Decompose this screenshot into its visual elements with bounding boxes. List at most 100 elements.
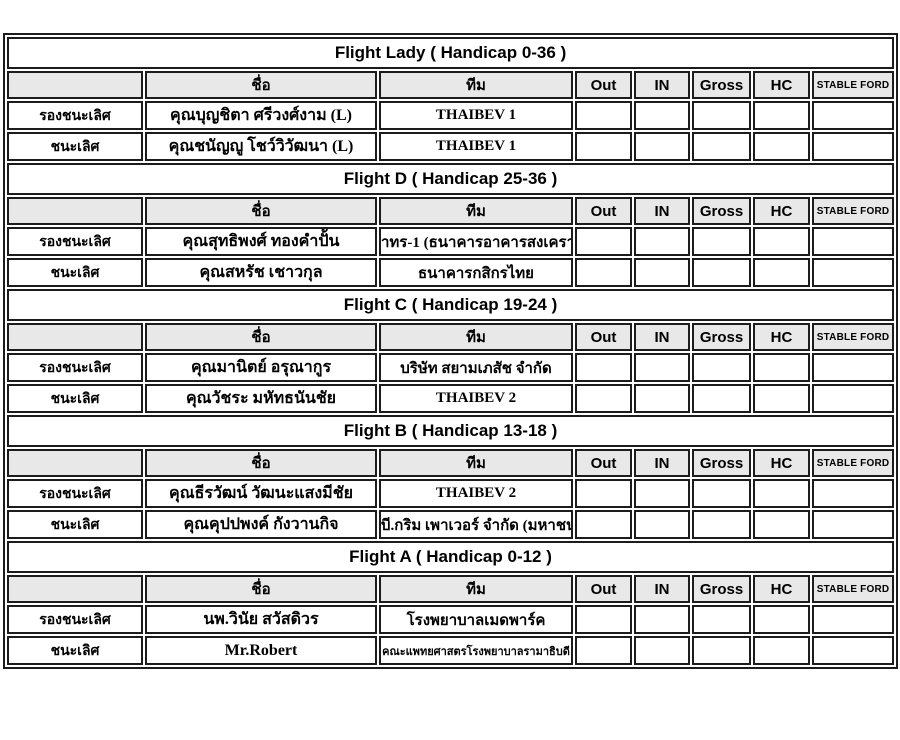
header-name: ชื่อ <box>145 575 377 603</box>
player-name-cell: คุณชนัญญู โชว์วิวัฒนา (L) <box>145 132 377 161</box>
player-name-cell: Mr.Robert <box>145 636 377 665</box>
score-cell-gross <box>692 101 751 130</box>
score-cell-in <box>634 101 690 130</box>
header-stableford: STABLE FORD <box>812 71 895 99</box>
header-in: IN <box>634 71 690 99</box>
score-cell-in <box>634 353 690 382</box>
header-hc: HC <box>753 197 810 225</box>
score-cell-out <box>575 227 632 256</box>
score-cell-hc <box>753 353 810 382</box>
header-hc: HC <box>753 71 810 99</box>
player-name-cell: คุณวัชระ มหัทธนันชัย <box>145 384 377 413</box>
score-cell-out <box>575 384 632 413</box>
header-row: ชื่อ ทีม Out IN Gross HC STABLE FORD <box>7 323 895 351</box>
award-cell: รองชนะเลิศ <box>7 605 143 634</box>
player-name-cell: คุณสุทธิพงศ์ ทองคำปั้น <box>145 227 377 256</box>
player-name-cell: คุณธีรวัฒน์ วัฒนะแสงมีชัย <box>145 479 377 508</box>
score-cell-in <box>634 132 690 161</box>
award-cell: รองชนะเลิศ <box>7 353 143 382</box>
header-out: Out <box>575 71 632 99</box>
section-title-row: Flight D ( Handicap 25-36 ) <box>7 163 895 195</box>
header-gross: Gross <box>692 197 751 225</box>
team-cell: าทร-1 (ธนาคารอาคารสงเคราะห์ <box>379 227 573 256</box>
award-cell: ชนะเลิศ <box>7 384 143 413</box>
header-gross: Gross <box>692 449 751 477</box>
score-cell-in <box>634 258 690 287</box>
header-award <box>7 323 143 351</box>
header-stableford: STABLE FORD <box>812 323 895 351</box>
header-award <box>7 71 143 99</box>
header-team: ทีม <box>379 323 573 351</box>
award-cell: ชนะเลิศ <box>7 510 143 539</box>
header-gross: Gross <box>692 575 751 603</box>
header-out: Out <box>575 449 632 477</box>
table-row: ชนะเลิศ คุณชนัญญู โชว์วิวัฒนา (L) THAIBE… <box>7 132 895 161</box>
flight-b-title: Flight B ( Handicap 13-18 ) <box>7 415 895 447</box>
flight-d-title: Flight D ( Handicap 25-36 ) <box>7 163 895 195</box>
player-name-cell: คุณสหรัช เชาวกุล <box>145 258 377 287</box>
score-cell-out <box>575 258 632 287</box>
score-cell-in <box>634 636 690 665</box>
header-in: IN <box>634 323 690 351</box>
score-cell-stableford <box>812 479 895 508</box>
header-name: ชื่อ <box>145 197 377 225</box>
score-cell-gross <box>692 510 751 539</box>
header-hc: HC <box>753 575 810 603</box>
score-cell-out <box>575 132 632 161</box>
tournament-results-table: Flight Lady ( Handicap 0-36 ) ชื่อ ทีม O… <box>3 33 899 669</box>
player-name-cell: คุณบุญชิตา ศรีวงศ์งาม (L) <box>145 101 377 130</box>
team-cell: บริษัท สยามเภสัช จำกัด <box>379 353 573 382</box>
score-cell-in <box>634 227 690 256</box>
team-cell: THAIBEV 1 <box>379 101 573 130</box>
score-cell-stableford <box>812 258 895 287</box>
header-gross: Gross <box>692 323 751 351</box>
score-cell-gross <box>692 384 751 413</box>
team-cell: บี.กริม เพาเวอร์ จำกัด (มหาชน <box>379 510 573 539</box>
section-title-row: Flight C ( Handicap 19-24 ) <box>7 289 895 321</box>
score-cell-in <box>634 605 690 634</box>
flight-c-title: Flight C ( Handicap 19-24 ) <box>7 289 895 321</box>
table-row: รองชนะเลิศ คุณธีรวัฒน์ วัฒนะแสงมีชัย THA… <box>7 479 895 508</box>
header-stableford: STABLE FORD <box>812 575 895 603</box>
header-stableford: STABLE FORD <box>812 197 895 225</box>
results-sheet: Flight Lady ( Handicap 0-36 ) ชื่อ ทีม O… <box>3 33 899 669</box>
score-cell-stableford <box>812 605 895 634</box>
header-team: ทีม <box>379 71 573 99</box>
score-cell-out <box>575 636 632 665</box>
team-cell: คณะแพทยศาสตรโรงพยาบาลรามาธิบดี <box>379 636 573 665</box>
header-award <box>7 449 143 477</box>
header-out: Out <box>575 575 632 603</box>
header-name: ชื่อ <box>145 71 377 99</box>
header-row: ชื่อ ทีม Out IN Gross HC STABLE FORD <box>7 575 895 603</box>
team-cell: THAIBEV 1 <box>379 132 573 161</box>
header-award <box>7 575 143 603</box>
table-row: ชนะเลิศ คุณคุปปพงค์ กังวานกิจ บี.กริม เพ… <box>7 510 895 539</box>
score-cell-gross <box>692 353 751 382</box>
team-cell: THAIBEV 2 <box>379 384 573 413</box>
table-row: รองชนะเลิศ คุณสุทธิพงศ์ ทองคำปั้น าทร-1 … <box>7 227 895 256</box>
header-row: ชื่อ ทีม Out IN Gross HC STABLE FORD <box>7 449 895 477</box>
header-in: IN <box>634 575 690 603</box>
score-cell-stableford <box>812 510 895 539</box>
team-cell: ธนาคารกสิกรไทย <box>379 258 573 287</box>
header-in: IN <box>634 197 690 225</box>
player-name-cell: คุณคุปปพงค์ กังวานกิจ <box>145 510 377 539</box>
section-title-row: Flight B ( Handicap 13-18 ) <box>7 415 895 447</box>
award-cell: รองชนะเลิศ <box>7 227 143 256</box>
score-cell-hc <box>753 132 810 161</box>
score-cell-gross <box>692 258 751 287</box>
score-cell-stableford <box>812 101 895 130</box>
flight-a-title: Flight A ( Handicap 0-12 ) <box>7 541 895 573</box>
table-row: รองชนะเลิศ นพ.วินัย สวัสดิวร โรงพยาบาลเม… <box>7 605 895 634</box>
score-cell-gross <box>692 479 751 508</box>
header-out: Out <box>575 197 632 225</box>
score-cell-stableford <box>812 132 895 161</box>
score-cell-gross <box>692 636 751 665</box>
score-cell-stableford <box>812 636 895 665</box>
score-cell-hc <box>753 384 810 413</box>
score-cell-out <box>575 479 632 508</box>
table-row: ชนะเลิศ คุณสหรัช เชาวกุล ธนาคารกสิกรไทย <box>7 258 895 287</box>
table-row: ชนะเลิศ คุณวัชระ มหัทธนันชัย THAIBEV 2 <box>7 384 895 413</box>
score-cell-out <box>575 101 632 130</box>
score-cell-out <box>575 353 632 382</box>
